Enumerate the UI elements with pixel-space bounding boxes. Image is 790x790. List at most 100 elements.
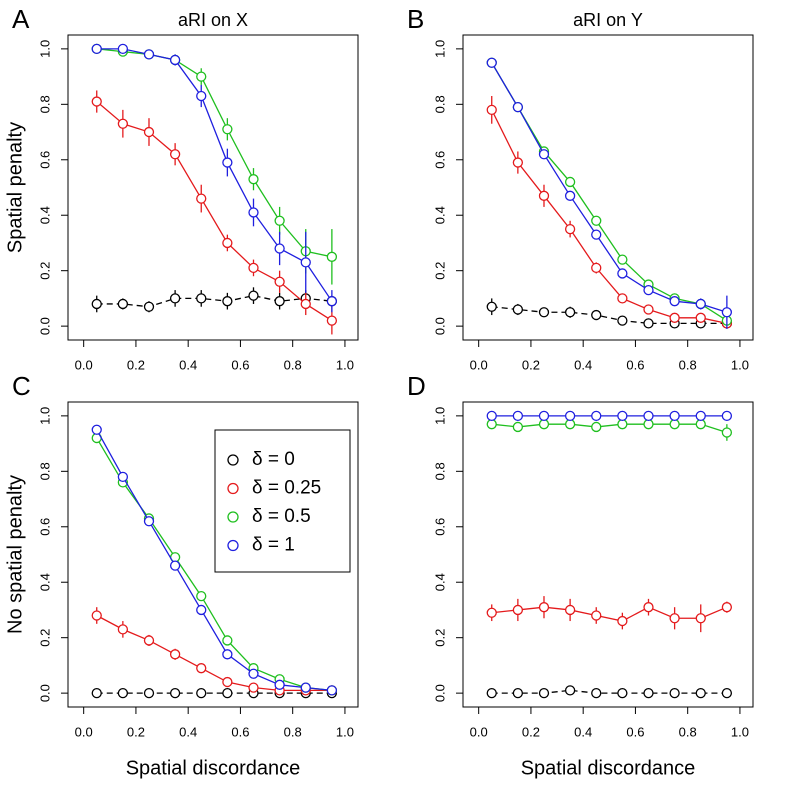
data-point	[117, 298, 129, 310]
series-line	[96, 437, 332, 692]
x-tick-label: 0.4	[179, 724, 197, 739]
x-tick-label: 1.0	[336, 724, 354, 739]
data-point	[248, 668, 259, 679]
y-tick-label: 0.0	[432, 684, 447, 702]
data-point	[721, 427, 733, 438]
data-point	[564, 223, 576, 235]
data-point	[564, 604, 576, 616]
y-tick-label: 0.8	[37, 462, 52, 480]
series-line	[491, 62, 728, 322]
y-tick-label: 0.4	[432, 573, 447, 591]
data-point	[643, 410, 654, 422]
x-tick-label: 0.8	[679, 357, 697, 372]
data-point	[617, 315, 628, 326]
data-point	[721, 687, 733, 699]
y-tick-label: 0.4	[432, 206, 447, 224]
data-point	[591, 262, 602, 274]
data-point	[143, 49, 155, 60]
data-point	[538, 190, 550, 201]
data-point	[695, 419, 706, 430]
data-point	[538, 602, 550, 613]
data-point	[91, 687, 102, 699]
data-point	[695, 613, 706, 624]
panel: C No spatial penalty Spatial discordance 0.…	[4, 371, 359, 779]
y-tick-label: 1.0	[432, 40, 447, 58]
x-tick-label: 0.2	[127, 357, 145, 372]
data-point	[196, 604, 207, 616]
data-point	[486, 410, 497, 422]
legend-marker	[227, 511, 239, 523]
data-point	[274, 243, 285, 254]
data-point	[117, 43, 129, 55]
y-tick-label: 0.2	[37, 262, 52, 280]
data-point	[117, 624, 129, 635]
data-point	[617, 410, 628, 422]
data-point	[274, 296, 285, 307]
y-tick-label: 1.0	[432, 407, 447, 425]
data-point	[248, 290, 259, 301]
data-point	[326, 296, 338, 307]
data-point	[591, 309, 602, 321]
y-tick-label: 0.6	[432, 151, 447, 169]
data-point	[538, 307, 550, 318]
data-point	[196, 90, 207, 102]
data-point	[512, 604, 524, 616]
legend-marker	[227, 482, 239, 495]
y-axis-label: No spatial penalty	[4, 475, 26, 634]
data-point	[91, 96, 102, 107]
data-point	[117, 118, 129, 129]
data-point	[143, 516, 155, 527]
data-point	[617, 268, 628, 279]
series-line	[491, 606, 728, 622]
data-point	[143, 301, 155, 312]
data-point	[564, 685, 576, 696]
data-point	[564, 307, 576, 318]
panel-label: D	[407, 371, 426, 401]
x-tick-label: 0.0	[470, 357, 488, 372]
x-tick-label: 0.2	[127, 724, 145, 739]
series-line	[491, 689, 727, 694]
data-point	[669, 312, 680, 323]
data-point	[564, 190, 576, 201]
x-tick-label: 0.6	[626, 724, 644, 739]
x-tick-label: 0.8	[284, 724, 302, 739]
x-tick-label: 1.0	[731, 724, 749, 739]
data-point	[169, 54, 181, 66]
data-point	[512, 157, 524, 168]
data-point	[512, 410, 524, 422]
data-point	[169, 649, 181, 660]
x-tick-label: 0.0	[75, 724, 93, 739]
panel-label: B	[407, 4, 424, 34]
y-tick-label: 0.0	[37, 317, 52, 335]
data-point	[486, 419, 497, 430]
data-point	[274, 276, 285, 287]
legend-marker	[227, 539, 239, 552]
data-point	[564, 410, 576, 422]
x-tick-label: 0.4	[574, 724, 592, 739]
data-point	[222, 157, 233, 168]
data-point	[643, 304, 654, 315]
legend-label: δ = 0	[252, 449, 295, 470]
plot-frame	[462, 401, 754, 708]
data-point	[169, 687, 181, 699]
data-point	[222, 635, 233, 646]
data-point	[669, 613, 680, 624]
data-point	[669, 419, 680, 430]
data-point	[617, 254, 628, 265]
data-point	[643, 602, 654, 613]
series-line	[491, 109, 728, 324]
data-point	[143, 635, 155, 646]
series-line	[96, 614, 332, 692]
data-point	[248, 682, 259, 693]
y-tick-label: 0.6	[37, 518, 52, 536]
legend-marker	[227, 454, 239, 466]
data-point	[486, 607, 497, 618]
data-point	[591, 687, 602, 699]
data-point	[695, 410, 706, 422]
data-point	[538, 410, 550, 422]
data-point	[300, 682, 311, 693]
data-point	[222, 687, 233, 699]
plot-frame	[67, 401, 359, 708]
data-point	[248, 174, 259, 185]
